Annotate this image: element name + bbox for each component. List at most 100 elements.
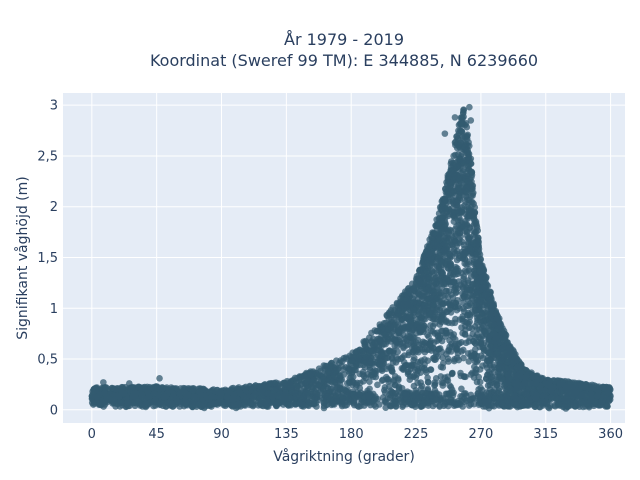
- data-point: [431, 320, 439, 327]
- data-point: [498, 365, 505, 372]
- data-point: [471, 229, 479, 236]
- data-point: [349, 378, 356, 386]
- data-point: [415, 311, 422, 318]
- data-point: [386, 309, 393, 316]
- data-point: [490, 330, 498, 338]
- data-point: [346, 369, 353, 377]
- data-point: [532, 401, 539, 409]
- data-point: [497, 394, 505, 402]
- data-point: [315, 365, 323, 373]
- data-point: [578, 382, 585, 390]
- data-point: [112, 403, 119, 410]
- data-point: [340, 371, 348, 378]
- data-point: [433, 306, 441, 314]
- data-point: [413, 320, 420, 328]
- data-point: [487, 311, 494, 319]
- data-point: [470, 240, 477, 248]
- data-point: [461, 398, 469, 406]
- data-point: [438, 309, 446, 317]
- data-point: [473, 289, 481, 297]
- data-point: [512, 401, 520, 409]
- data-point: [371, 397, 378, 404]
- data-point: [353, 347, 361, 355]
- data-point: [198, 391, 205, 399]
- data-point: [496, 371, 504, 379]
- data-point: [476, 378, 484, 386]
- data-point: [366, 378, 373, 386]
- data-point: [504, 403, 512, 410]
- data-point: [438, 379, 445, 386]
- data-point: [461, 331, 469, 338]
- data-point: [223, 393, 231, 401]
- data-point: [297, 373, 304, 381]
- data-point: [479, 344, 487, 352]
- data-point: [476, 262, 484, 269]
- data-point: [362, 359, 370, 366]
- data-point: [444, 355, 452, 363]
- data-point: [465, 240, 472, 248]
- data-point: [381, 384, 389, 391]
- data-point: [459, 132, 466, 140]
- data-point: [410, 285, 417, 293]
- data-point: [373, 327, 381, 335]
- data-point: [447, 305, 455, 312]
- data-point: [564, 381, 572, 389]
- data-point: [311, 395, 318, 403]
- data-point: [486, 356, 493, 364]
- data-point: [471, 216, 478, 224]
- data-point: [250, 393, 257, 401]
- data-point: [421, 302, 428, 309]
- data-point: [469, 281, 476, 289]
- data-point: [230, 401, 237, 409]
- data-point: [385, 363, 392, 370]
- data-point: [451, 319, 459, 327]
- data-point: [384, 375, 391, 383]
- data-point: [470, 400, 478, 408]
- data-point: [424, 357, 432, 365]
- data-point: [111, 386, 118, 393]
- data-point: [425, 251, 433, 258]
- data-point: [394, 348, 402, 356]
- data-point: [463, 232, 471, 239]
- data-point: [485, 322, 492, 329]
- data-point: [419, 340, 426, 348]
- data-point: [101, 398, 108, 406]
- data-point: [394, 321, 402, 328]
- data-point: [481, 328, 489, 336]
- data-point: [341, 402, 349, 409]
- data-point: [400, 304, 407, 312]
- data-point: [487, 343, 494, 350]
- data-point: [470, 189, 477, 197]
- data-point: [482, 392, 489, 399]
- data-point: [446, 250, 453, 258]
- data-point: [425, 379, 432, 386]
- data-point: [447, 179, 455, 187]
- data-point: [374, 346, 381, 354]
- data-point: [460, 346, 467, 354]
- data-point: [393, 299, 401, 307]
- data-point: [474, 314, 481, 322]
- data-point: [449, 187, 457, 195]
- data-point: [409, 299, 417, 306]
- data-point: [517, 373, 525, 380]
- data-point: [340, 385, 348, 393]
- data-point: [441, 218, 449, 225]
- data-point: [308, 385, 316, 393]
- data-point: [482, 274, 490, 282]
- data-point: [189, 387, 196, 394]
- data-point: [338, 358, 346, 365]
- data-point: [240, 401, 248, 409]
- data-point: [456, 252, 464, 260]
- data-point: [606, 396, 614, 403]
- data-point: [380, 329, 388, 337]
- data-point: [401, 323, 409, 331]
- data-point: [465, 205, 473, 212]
- data-point: [467, 352, 474, 360]
- data-point: [497, 358, 505, 365]
- data-point: [414, 358, 422, 366]
- data-point: [493, 350, 501, 357]
- data-point: [477, 392, 484, 400]
- data-point: [430, 269, 438, 276]
- data-point: [476, 268, 484, 275]
